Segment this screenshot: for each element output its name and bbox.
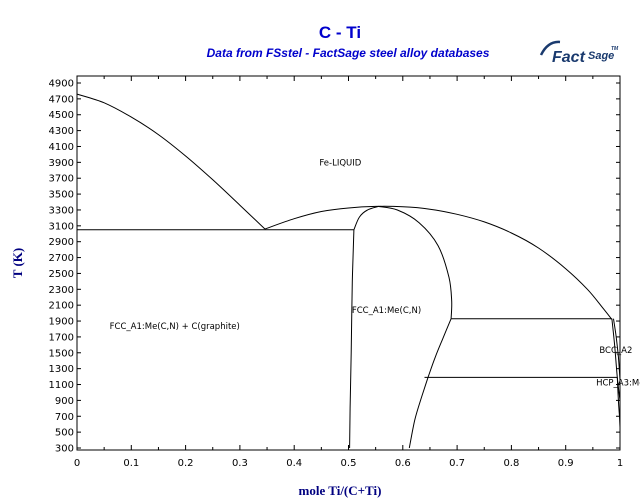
- logo-trademark: TM: [611, 46, 619, 52]
- x-tick-label: 0.4: [286, 458, 302, 469]
- phase-region-label: FCC_A1:Me(C,N) + C(graphite): [110, 322, 240, 332]
- phase-boundary-graphite-liquidus: [76, 93, 266, 230]
- y-tick-label: 3100: [49, 221, 74, 232]
- logo-part-fact: Fact: [552, 49, 586, 66]
- x-tick-label: 0.3: [232, 458, 248, 469]
- x-tick-label: 0.7: [449, 458, 465, 469]
- y-tick-label: 4700: [49, 94, 74, 105]
- y-tick-label: 4100: [49, 142, 74, 153]
- y-tick-label: 3700: [49, 174, 74, 185]
- phase-boundary-fcc-left-boundary: [349, 229, 355, 449]
- y-tick-label: 900: [55, 396, 74, 407]
- phase-region-label: FCC_A1:Me(C,N): [352, 306, 421, 316]
- phase-boundary-fcc-liquidus: [264, 205, 613, 320]
- logo-swoosh: [539, 40, 561, 56]
- plot-frame: [76, 75, 621, 451]
- y-tick-label: 1300: [49, 364, 74, 375]
- x-tick-label: 0.8: [503, 458, 519, 469]
- x-axis-label: mole Ti/(C+Ti): [299, 483, 382, 498]
- x-tick-label: 1: [617, 458, 623, 469]
- chart-title: C - Ti: [319, 23, 361, 42]
- y-axis-label: T (K): [10, 248, 25, 278]
- y-tick-label: 2900: [49, 237, 74, 248]
- x-tick-label: 0.9: [558, 458, 574, 469]
- chart-subtitle: Data from FSstel - FactSage steel alloy …: [207, 46, 490, 60]
- x-tick-label: 0.6: [395, 458, 411, 469]
- y-tick-label: 3900: [49, 158, 74, 169]
- logo-part-sage: Sage: [588, 50, 614, 62]
- y-tick-label: 3300: [49, 205, 74, 216]
- y-tick-label: 2500: [49, 269, 74, 280]
- x-tick-label: 0.1: [123, 458, 139, 469]
- phase-region-labels: Fe-LIQUID FCC_A1:Me(C,N) + C(graphite) FCC…: [110, 159, 640, 389]
- y-tick-label: 1100: [49, 380, 74, 391]
- x-tick-label: 0.2: [178, 458, 194, 469]
- phase-boundary-fcc-solidus-left: [353, 205, 379, 230]
- y-tick-label: 2700: [49, 253, 74, 264]
- phase-region-label: HCP_A3:Me2(C: [596, 378, 640, 388]
- y-tick-label: 500: [55, 428, 74, 439]
- y-tick-label: 1700: [49, 332, 74, 343]
- x-tick-label: 0: [74, 458, 80, 469]
- y-tick-label: 300: [55, 444, 74, 455]
- y-axis: 300 500 700 900 1100 1300 1500 1700 1900 2100 2300…: [49, 79, 620, 455]
- phase-boundary-fcc-solidus-right: [378, 205, 453, 319]
- x-axis: 0 0.1 0.2 0.3 0.4 0.5 0.6 0.7 0.8 0.9 1: [74, 76, 623, 469]
- phase-boundary-bcc-solvus: [611, 318, 621, 401]
- phase-region-label: BCC_A2: [599, 346, 632, 356]
- y-tick-label: 4900: [49, 79, 74, 90]
- y-tick-label: 1500: [49, 348, 74, 359]
- phase-boundary-bcc-ti-side: [613, 318, 621, 380]
- x-tick-label: 0.5: [341, 458, 357, 469]
- phase-boundary-fcc-right-boundary: [408, 318, 452, 449]
- y-tick-label: 4500: [49, 110, 74, 121]
- y-tick-label: 3500: [49, 190, 74, 201]
- phase-boundary-hcp-solvus: [616, 377, 621, 428]
- y-tick-label: 2300: [49, 285, 74, 296]
- phase-region-label: Fe-LIQUID: [319, 159, 361, 169]
- y-tick-label: 1900: [49, 317, 74, 328]
- y-tick-label: 2100: [49, 301, 74, 312]
- factsage-logo: Fact Sage TM: [539, 40, 619, 66]
- phase-boundaries: [76, 93, 621, 449]
- y-tick-label: 700: [55, 412, 74, 423]
- y-tick-label: 4300: [49, 126, 74, 137]
